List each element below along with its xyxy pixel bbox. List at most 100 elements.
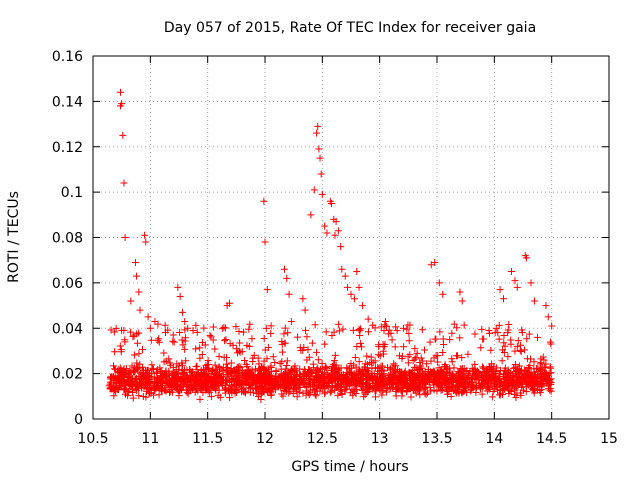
y-tick-label: 0 [74, 412, 83, 428]
data-point [260, 334, 268, 342]
data-point [159, 371, 167, 379]
data-point [260, 371, 268, 379]
data-point [352, 363, 360, 371]
data-point [144, 378, 152, 386]
data-point [495, 391, 503, 399]
data-point [292, 381, 300, 389]
data-point [126, 366, 134, 374]
data-point [185, 385, 193, 393]
data-point [335, 320, 343, 328]
data-point [212, 386, 220, 394]
data-point [178, 308, 186, 316]
data-point [261, 346, 269, 354]
data-point [313, 368, 321, 376]
data-point [390, 360, 398, 368]
data-point [430, 354, 438, 362]
data-point [246, 320, 254, 328]
data-point [145, 379, 153, 387]
data-point [198, 376, 206, 384]
data-point [398, 355, 406, 363]
data-point [169, 337, 177, 345]
data-point [391, 343, 399, 351]
data-point [402, 375, 410, 383]
data-point [283, 385, 291, 393]
data-point [343, 369, 351, 377]
data-point [467, 375, 475, 383]
data-point [129, 333, 137, 341]
data-point [150, 385, 158, 393]
data-point [231, 385, 239, 393]
data-point [275, 373, 283, 381]
y-tick-label: 0.14 [52, 94, 83, 110]
data-point [492, 324, 500, 332]
data-point [348, 385, 356, 393]
x-tick-label: 15 [600, 431, 618, 447]
data-point [525, 379, 533, 387]
data-point [272, 367, 280, 375]
data-point [455, 388, 463, 396]
data-point [257, 395, 265, 403]
data-point [380, 370, 388, 378]
data-point [310, 186, 318, 194]
data-point [133, 339, 141, 347]
data-point [423, 360, 431, 368]
data-point [339, 325, 347, 333]
data-point [321, 222, 329, 230]
data-point [425, 371, 433, 379]
data-point [450, 320, 458, 328]
data-point [295, 388, 303, 396]
data-point [226, 340, 234, 348]
data-point [416, 362, 424, 370]
data-point [500, 372, 508, 380]
data-point [278, 340, 286, 348]
data-point [544, 313, 552, 321]
data-point [193, 362, 201, 370]
data-point [387, 329, 395, 337]
data-point [361, 360, 369, 368]
data-point [378, 377, 386, 385]
data-point [517, 348, 525, 356]
data-point [347, 290, 355, 298]
data-point [245, 381, 253, 389]
data-point [488, 393, 496, 401]
data-point [267, 322, 275, 330]
data-point [267, 329, 275, 337]
data-point [500, 332, 508, 339]
data-point [234, 364, 242, 372]
data-point [525, 373, 533, 381]
grid-lines [93, 56, 609, 419]
data-point [545, 375, 553, 383]
data-point [496, 286, 504, 294]
data-point [174, 386, 182, 394]
data-point [130, 332, 138, 340]
data-point [152, 378, 160, 386]
data-point [496, 389, 504, 397]
data-point [204, 357, 212, 365]
data-point [192, 321, 200, 329]
data-point [255, 365, 263, 373]
data-point [364, 315, 372, 323]
data-point [261, 373, 269, 381]
data-point [157, 385, 165, 393]
data-point [429, 378, 437, 386]
data-point [129, 394, 137, 402]
data-point [168, 371, 176, 379]
data-point [530, 389, 538, 397]
data-point [223, 371, 231, 379]
data-point [355, 325, 363, 333]
data-point [211, 361, 219, 369]
data-point [236, 348, 244, 356]
data-point [206, 331, 214, 339]
data-point [479, 335, 487, 343]
data-point [474, 374, 482, 382]
data-point [380, 343, 388, 351]
data-point [326, 374, 334, 382]
data-point [146, 389, 154, 397]
data-point [527, 279, 535, 287]
data-point [407, 393, 415, 401]
data-point [341, 386, 349, 394]
data-point [430, 370, 438, 378]
data-point [283, 274, 291, 282]
data-point [318, 190, 326, 198]
data-point [515, 368, 523, 376]
